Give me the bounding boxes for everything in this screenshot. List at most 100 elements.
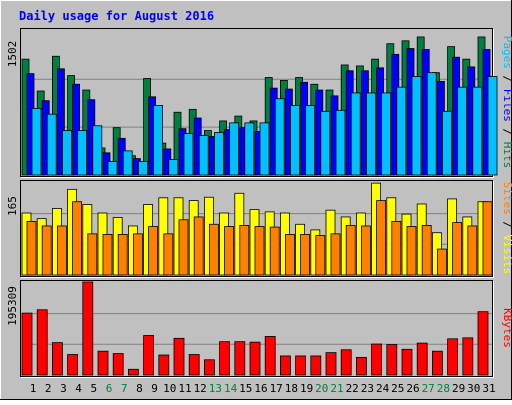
bar-pages-day-9 [153,105,164,176]
x-tick-label-day-8: 8 [136,382,143,395]
bar-pages-day-12 [198,135,209,176]
x-tick-label-day-16: 16 [254,382,267,395]
bar-pages-day-29 [457,86,468,176]
legend-label-panel-2: Sites / Visits [501,182,512,275]
legend-part-sites: Sites [501,182,512,215]
bar-pages-day-10 [168,159,179,176]
x-tick-label-day-24: 24 [376,382,390,395]
bar-kbytes-day-20 [310,355,322,376]
x-tick-label-day-14: 14 [224,382,238,395]
legend-part-pages: Pages [501,36,512,69]
bar-pages-day-6 [107,161,118,176]
bar-kbytes-day-30 [462,337,474,376]
bar-kbytes-day-15 [234,341,246,376]
bar-kbytes-day-24 [371,343,383,376]
bar-sites-day-8 [132,233,143,276]
x-tick-label-day-6: 6 [106,382,113,395]
legend-label-panel-1: Pages / Files / Hits [501,36,512,169]
bar-sites-day-30 [467,225,478,276]
x-tick-label-day-18: 18 [285,382,298,395]
bar-kbytes-day-10 [158,354,170,376]
bar-sites-day-27 [421,224,432,276]
bar-pages-day-20 [320,110,331,176]
x-tick-label-day-28: 28 [437,382,450,395]
x-tick-label-day-5: 5 [90,382,97,395]
chart-title: Daily usage for August 2016 [19,9,214,23]
legend-separator: / [501,122,512,142]
x-tick-label-day-12: 12 [194,382,207,395]
bar-pages-day-27 [426,72,437,176]
bar-sites-day-5 [87,233,98,276]
x-tick-label-day-23: 23 [361,382,374,395]
bar-kbytes-day-19 [295,355,307,376]
bar-kbytes-day-28 [431,350,443,376]
bar-kbytes-day-17 [264,336,276,376]
bar-pages-day-2 [46,113,57,176]
legend-separator: / [501,69,512,89]
bar-sites-day-29 [452,222,463,276]
bar-pages-day-16 [259,122,270,176]
bar-kbytes-day-22 [340,349,352,376]
bar-sites-day-17 [269,226,280,276]
bar-sites-day-12 [193,216,204,276]
bar-kbytes-day-6 [97,350,109,376]
bar-kbytes-day-5 [82,281,94,376]
bar-pages-day-30 [472,86,483,176]
bar-sites-day-24 [376,200,387,276]
bar-kbytes-day-2 [36,309,48,376]
bar-sites-day-15 [239,224,250,276]
x-tick-label-day-22: 22 [346,382,359,395]
bar-kbytes-day-1 [21,312,33,376]
legend-label-panel-3: KBytes [501,308,512,348]
x-tick-label-day-11: 11 [178,382,191,395]
x-tick-label-day-10: 10 [163,382,176,395]
bar-kbytes-day-29 [447,338,459,376]
bar-kbytes-day-21 [325,352,337,376]
bar-files-day-4 [72,83,80,176]
bar-pages-day-8 [137,161,148,176]
bar-pages-day-7 [122,150,133,176]
bar-pages-day-4 [77,130,87,176]
bar-kbytes-day-14 [219,341,231,376]
x-tick-label-day-29: 29 [452,382,465,395]
bar-sites-day-7 [117,234,128,276]
bar-kbytes-day-13 [203,359,215,376]
bar-sites-day-16 [254,226,265,276]
bar-sites-day-23 [360,225,371,276]
x-tick-label-day-9: 9 [151,382,158,395]
bar-pages-day-17 [274,98,285,176]
bar-sites-day-25 [391,221,402,276]
panel-visits-frame [20,180,493,277]
bar-sites-day-3 [57,225,67,276]
bar-sites-day-21 [330,233,341,276]
x-tick-label-day-4: 4 [75,382,82,395]
bar-pages-day-22 [350,92,361,176]
bar-sites-day-22 [345,224,356,276]
bar-pages-day-21 [335,109,346,176]
x-tick-label-day-15: 15 [239,382,252,395]
x-tick-label-day-25: 25 [391,382,404,395]
x-tick-label-day-7: 7 [121,382,128,395]
x-tick-label-day-19: 19 [300,382,313,395]
bar-kbytes-day-12 [188,354,200,376]
x-tick-label-day-3: 3 [60,382,67,395]
bar-sites-day-19 [300,234,311,276]
ymax-label-panel-2: 165 [6,196,19,216]
x-tick-label-day-27: 27 [422,382,435,395]
bar-sites-day-2 [41,225,52,276]
bar-files-day-3 [57,68,65,176]
bar-pages-day-25 [396,86,407,176]
bar-kbytes-day-18 [279,355,291,376]
bar-pages-day-28 [441,110,452,176]
bar-sites-day-20 [315,235,326,276]
bar-sites-day-1 [26,221,37,276]
x-tick-label-day-13: 13 [209,382,222,395]
x-tick-label-day-31: 31 [482,382,495,395]
bar-kbytes-day-7 [112,353,124,376]
ymax-label-panel-3: 195309 [6,286,19,326]
x-tick-label-day-21: 21 [330,382,343,395]
bar-sites-day-28 [436,248,447,276]
bar-pages-day-19 [305,105,316,176]
bar-kbytes-day-31 [477,311,489,376]
bar-pages-day-26 [411,76,422,176]
